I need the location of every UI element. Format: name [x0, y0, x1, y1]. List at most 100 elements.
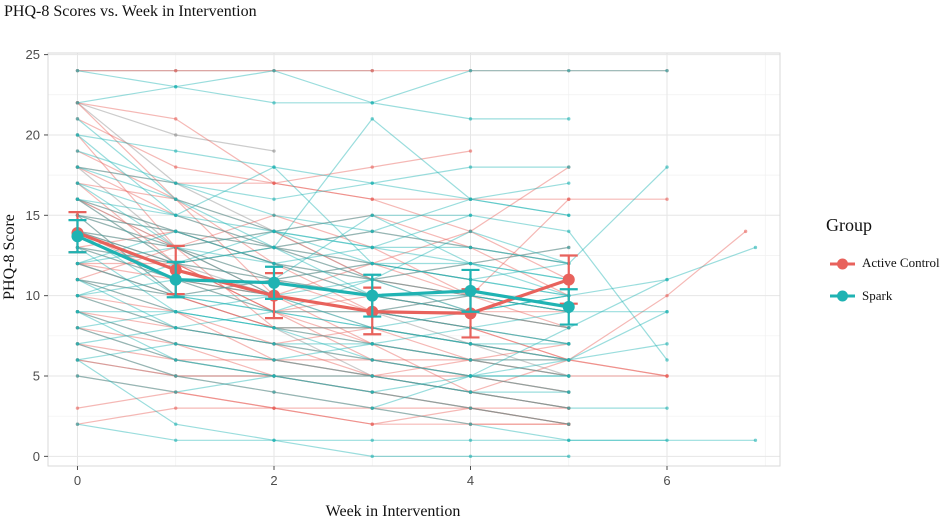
spark-trajectory-point: [174, 229, 178, 234]
spark-trajectory-point: [370, 261, 374, 266]
spark-trajectory-point: [174, 342, 178, 346]
spark-trajectory-point: [75, 326, 80, 330]
spark-trajectory-point: [272, 245, 276, 250]
spark-trajectory-point: [370, 358, 374, 362]
spark-trajectory-point: [272, 101, 276, 105]
spark-trajectory-point: [174, 358, 178, 362]
spark-trajectory-point: [370, 342, 374, 346]
spark-trajectory-point: [75, 342, 80, 346]
spark-trajectory-point: [468, 390, 473, 394]
spark-trajectory-point: [75, 422, 80, 426]
spark-trajectory-point: [468, 438, 473, 442]
spark-trajectory-line: [77, 375, 569, 393]
spark-trajectory-point: [567, 165, 571, 169]
spark-trajectory-point: [370, 101, 374, 105]
active-control-trajectory-point: [370, 422, 374, 426]
panel-border: [47, 52, 781, 467]
spark-trajectory-point: [468, 422, 473, 426]
spark-trajectory-line: [77, 327, 569, 425]
spark-trajectory-line: [77, 343, 569, 361]
spark-mean-point: [267, 276, 280, 289]
active-control-trajectory-line: [77, 214, 569, 409]
spark-trajectory-point: [468, 68, 473, 73]
spark-trajectory-point: [468, 374, 473, 378]
spark-trajectory-line: [77, 311, 569, 393]
y-tick-label: 25: [26, 47, 40, 62]
spark-trajectory-point: [567, 422, 571, 426]
active-control-mean-line: [76, 231, 570, 315]
active-control-trajectory-line: [77, 102, 570, 281]
spark-trajectory-point: [75, 293, 80, 298]
active-control-trajectory-line: [77, 182, 569, 361]
spark-trajectory-point: [567, 181, 571, 185]
active-control-trajectory-line: [77, 295, 569, 393]
legend-label-active-control: Active Control: [862, 255, 940, 270]
spark-trajectory-point: [468, 454, 473, 459]
spark-trajectory-point: [272, 374, 276, 378]
active-control-trajectory-point: [567, 197, 571, 201]
overlap-trajectory-line: [77, 166, 177, 248]
spark-trajectory-line: [372, 311, 668, 409]
active-control-trajectory-line: [77, 375, 569, 425]
active-control-trajectory-point: [665, 197, 669, 201]
spark-trajectory-point: [174, 438, 178, 442]
spark-trajectory-point: [468, 406, 473, 410]
y-tick-label: 20: [26, 127, 40, 142]
spark-trajectory-point: [75, 101, 80, 105]
spark-trajectory-point: [468, 117, 473, 121]
active-control-trajectory-point: [272, 181, 276, 185]
spark-trajectory-point: [272, 68, 276, 73]
spark-trajectory-line: [77, 230, 569, 297]
spark-trajectory-line: [77, 198, 569, 313]
spark-trajectory-point: [370, 245, 374, 250]
spark-trajectory-point: [370, 181, 374, 185]
spark-trajectory-point: [468, 261, 473, 266]
spark-trajectory-line: [77, 134, 569, 184]
spark-trajectory-point: [665, 165, 669, 169]
spark-trajectory-point: [75, 133, 80, 137]
legend-key-point-spark: [837, 290, 848, 302]
spark-trajectory-point: [174, 310, 178, 314]
active-control-trajectory-point: [743, 229, 748, 234]
spark-trajectory-point: [174, 422, 178, 426]
active-control-trajectory-line: [77, 311, 569, 361]
plot-panel: [48, 53, 780, 466]
active-control-trajectory-line: [77, 214, 569, 345]
spark-trajectory-point: [753, 245, 758, 250]
spark-trajectory-point: [272, 326, 276, 330]
x-tick-label: 6: [663, 473, 670, 488]
spark-trajectory-point: [567, 342, 571, 346]
spark-trajectory-point: [75, 261, 80, 266]
active-control-trajectory-point: [174, 68, 178, 73]
active-control-trajectory-line: [77, 150, 570, 297]
active-control-trajectory-line: [77, 343, 569, 425]
spark-trajectory-point: [567, 245, 571, 250]
active-control-trajectory-line: [77, 166, 570, 297]
legend-key-point-active-control: [837, 258, 848, 270]
spark-trajectory-line: [77, 279, 569, 345]
spark-trajectory-point: [272, 261, 276, 266]
spark-trajectory-point: [272, 165, 276, 169]
active-control-trajectory-line: [77, 407, 569, 425]
spark-trajectory-line: [77, 166, 569, 216]
spark-trajectory-point: [567, 117, 571, 121]
active-control-trajectory-line: [77, 230, 569, 313]
spark-trajectory-point: [567, 390, 571, 394]
spark-trajectory-point: [370, 438, 374, 442]
legend-title: Group: [826, 215, 872, 235]
y-axis-label: PHQ-8 Score: [1, 214, 18, 300]
spark-trajectory-point: [665, 277, 669, 282]
y-tick-label: 0: [33, 449, 40, 464]
spark-trajectory-point: [272, 438, 276, 442]
spark-trajectory-line: [77, 118, 569, 249]
spark-trajectory-point: [567, 68, 571, 73]
spark-trajectory-point: [567, 406, 571, 410]
overlap-trajectory-line: [77, 262, 569, 409]
spark-trajectory-point: [174, 149, 178, 153]
overlap-trajectory-point: [174, 133, 178, 137]
y-tick-label: 5: [33, 369, 40, 384]
spark-trajectory-point: [272, 342, 276, 346]
active-control-trajectory-point: [370, 68, 374, 73]
active-control-trajectory-line: [77, 246, 569, 377]
overlap-trajectory-point: [272, 149, 276, 153]
